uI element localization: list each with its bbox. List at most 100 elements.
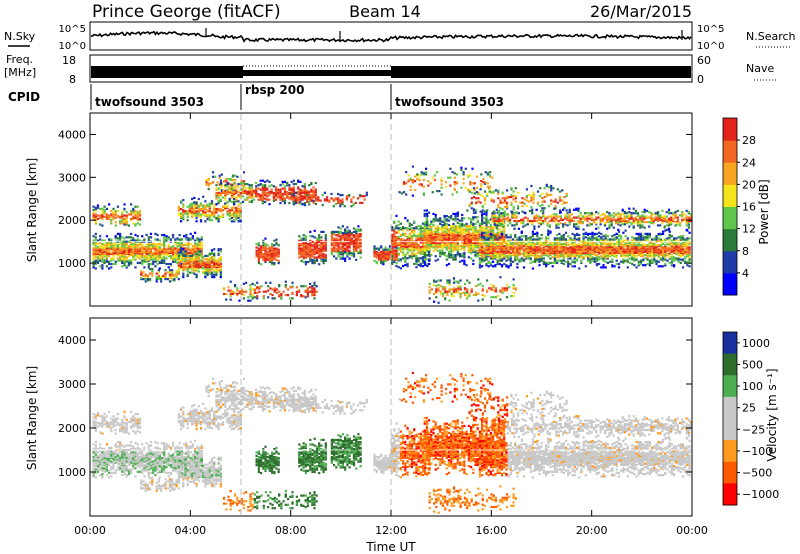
power-cell-1946: [249, 290, 252, 293]
power-cell-4576: [536, 249, 539, 252]
power-cell-2951: [410, 253, 414, 256]
power-cell-1833: [297, 196, 300, 199]
power-cell-2949: [410, 257, 414, 260]
power-cell-530: [163, 239, 166, 242]
power-cell-3267: [436, 249, 440, 252]
power-cell-1839: [297, 180, 300, 183]
power-cell-3623: [470, 251, 473, 254]
power-cell-351: [138, 257, 142, 260]
power-cell-3821: [485, 216, 488, 219]
power-cell-2965: [410, 231, 414, 234]
power-cell-207: [119, 239, 122, 242]
power-cell-289: [130, 254, 133, 257]
power-cell-4612: [540, 244, 543, 247]
power-cell-1280: [186, 219, 189, 222]
power-cell-4745: [560, 259, 563, 262]
power-cell-444: [152, 258, 155, 261]
power-cell-2910: [404, 239, 407, 242]
power-cell-150: [112, 262, 115, 266]
power-cell-2882: [402, 253, 405, 256]
power-cell-2552: [341, 233, 344, 236]
power-cell-1697: [261, 194, 264, 197]
power-cell-4705: [553, 242, 556, 246]
power-cell-1468: [237, 204, 240, 207]
power-cell-4633: [545, 254, 548, 257]
power-cell-316: [132, 237, 135, 240]
power-cell-3740: [478, 229, 481, 232]
power-cell-1891: [312, 199, 315, 202]
power-cell-3359: [445, 246, 448, 249]
power-cell-2369: [311, 240, 314, 243]
power-cell-1393: [215, 216, 218, 220]
power-cell-4166: [481, 254, 484, 257]
power-cell-672: [185, 244, 188, 247]
power-cell-2083: [312, 201, 315, 204]
power-cell-1109: [195, 251, 198, 254]
power-cell-1735: [272, 197, 275, 200]
power-cell-1557: [219, 183, 222, 186]
power-cell-527: [163, 244, 166, 247]
power-cell-890: [130, 203, 133, 206]
power-cell-2686: [359, 229, 362, 232]
power-cell-250: [123, 240, 126, 243]
power-cell-955: [157, 274, 160, 277]
power-cell-1836: [297, 190, 300, 193]
power-cell-3306: [439, 227, 442, 230]
power-cell-1768: [281, 197, 284, 200]
power-cell-3319: [441, 239, 444, 242]
power-cell-3184: [428, 254, 431, 257]
power-cell-2996: [415, 247, 418, 250]
power-cell-2924: [406, 243, 409, 246]
power-cell-2902: [404, 256, 407, 259]
power-cell-3604: [467, 245, 470, 248]
power-cell-588: [174, 257, 177, 260]
power-cell-4476: [522, 245, 526, 248]
power-cell-3033: [419, 247, 422, 250]
power-cell-758: [198, 244, 201, 247]
power-cell-4042: [448, 290, 451, 293]
power-cell-2092: [321, 204, 324, 207]
power-cell-443: [152, 260, 155, 263]
power-cell-274: [127, 259, 130, 262]
power-cell-2133: [352, 204, 355, 207]
power-cell-775: [200, 241, 203, 244]
power-cell-742: [196, 247, 199, 250]
power-cell-2493: [335, 247, 338, 250]
power-cell-3608: [467, 239, 470, 242]
power-cell-2970: [413, 262, 416, 265]
power-cell-4015: [435, 280, 438, 283]
power-cell-2163: [257, 252, 260, 255]
power-cell-2659: [357, 250, 360, 253]
power-cell-2241: [271, 244, 274, 247]
power-cell-3032: [419, 249, 422, 252]
power-cell-44: [96, 256, 100, 259]
power-cell-3589: [465, 235, 468, 238]
power-cell-2560: [344, 248, 347, 251]
power-cell-4579: [536, 246, 539, 249]
power-cell-1144: [204, 271, 207, 274]
power-cell-785: [92, 205, 95, 208]
power-cell-886: [130, 217, 133, 220]
power-cell-4663: [549, 257, 552, 260]
power-cell-2863: [399, 267, 402, 270]
power-cell-1321: [195, 204, 198, 207]
power-cell-3530: [461, 259, 464, 262]
power-cell-1365: [206, 203, 209, 206]
power-cell-2114: [337, 192, 340, 196]
power-cell-102: [103, 239, 106, 242]
power-cell-344: [136, 245, 139, 248]
power-cell-2327: [304, 243, 307, 246]
power-cell-4604: [540, 257, 543, 260]
power-cell-2136: [354, 201, 357, 204]
power-cell-4229: [487, 237, 490, 240]
power-cell-1911: [229, 298, 232, 301]
power-cell-2017: [295, 290, 298, 293]
power-cell-1265: [180, 208, 183, 211]
power-cell-4079: [463, 282, 467, 285]
power-cell-1218: [215, 267, 218, 270]
power-cell-4917: [582, 237, 585, 240]
power-cell-1992: [278, 290, 281, 293]
power-cell-592: [174, 251, 177, 254]
power-cell-4112: [490, 296, 493, 299]
power-cell-1549: [217, 191, 220, 195]
